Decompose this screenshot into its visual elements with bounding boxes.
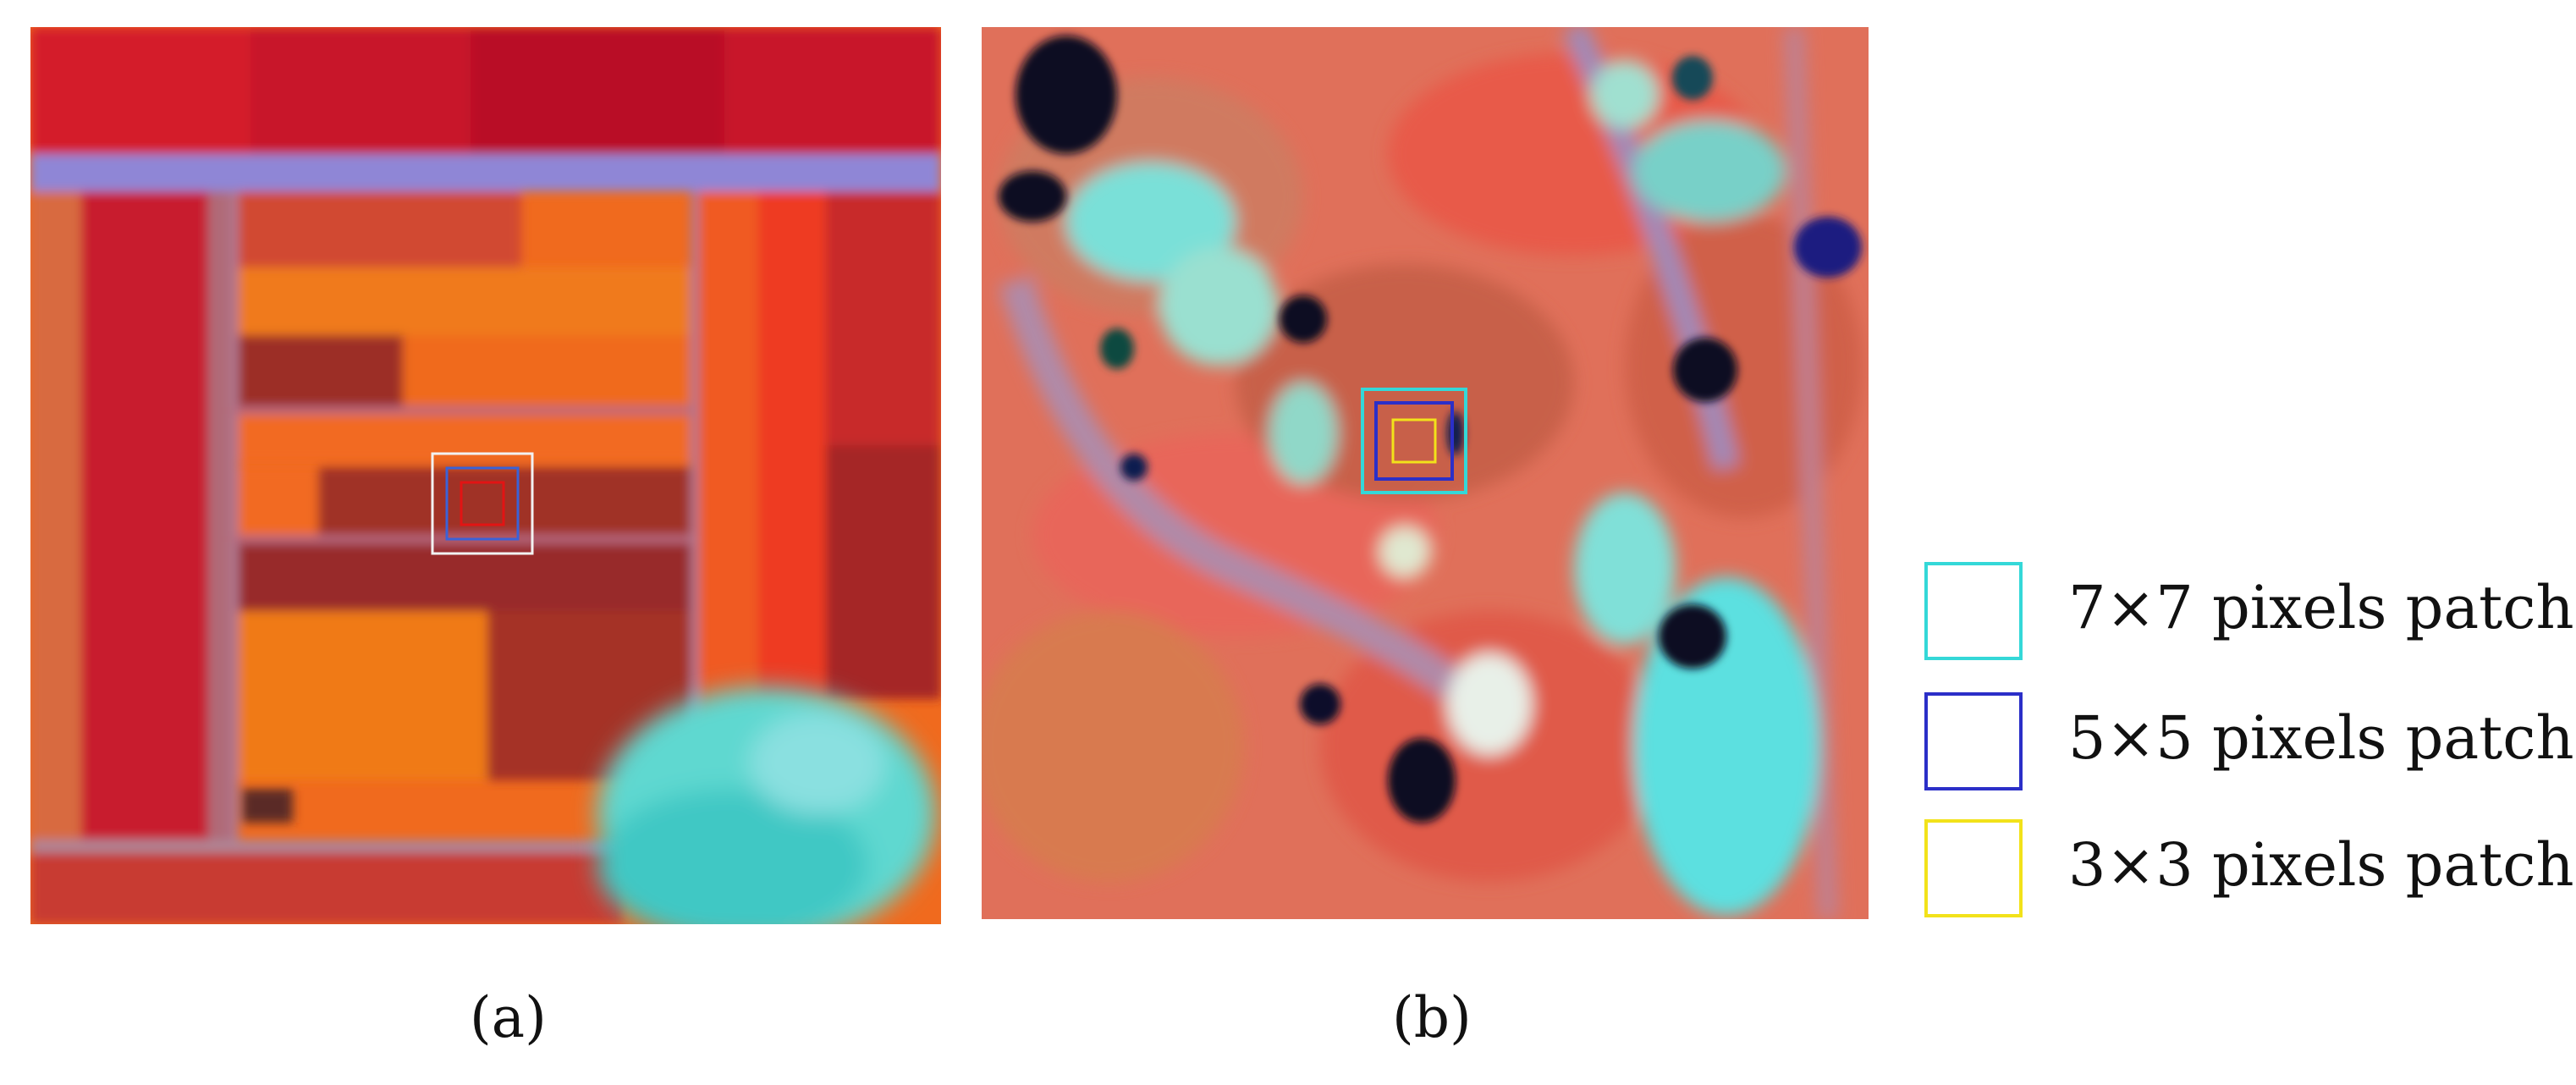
legend-swatch-yellow (1924, 819, 2023, 917)
patch-5x5-b (1374, 401, 1454, 481)
legend-swatch-cyan (1924, 562, 2023, 660)
patch-markers-a (431, 452, 534, 555)
patch-7x7-b (1361, 388, 1467, 494)
legend-item-3x3: 3×3 pixels patch (1924, 819, 2574, 923)
patch-7x7-a (431, 452, 534, 555)
caption-b: (b) (1392, 985, 1472, 1050)
legend-label: 5×5 pixels patch (2068, 703, 2574, 773)
patch-markers-b (1361, 388, 1467, 494)
patch-3x3-a (460, 481, 505, 526)
legend-label: 3×3 pixels patch (2068, 830, 2574, 900)
caption-a: (a) (470, 985, 547, 1050)
patch-3x3-b (1391, 418, 1437, 464)
patch-5x5-a (445, 466, 520, 541)
legend-item-7x7: 7×7 pixels patch (1924, 562, 2574, 665)
legend-item-5x5: 5×5 pixels patch (1924, 692, 2574, 796)
satellite-image-a (30, 27, 941, 924)
false-color-image-b (982, 27, 1869, 919)
legend-label: 7×7 pixels patch (2068, 573, 2574, 642)
false-color-image-a (30, 27, 941, 924)
satellite-image-b (982, 27, 1869, 919)
legend-swatch-blue (1924, 692, 2023, 790)
